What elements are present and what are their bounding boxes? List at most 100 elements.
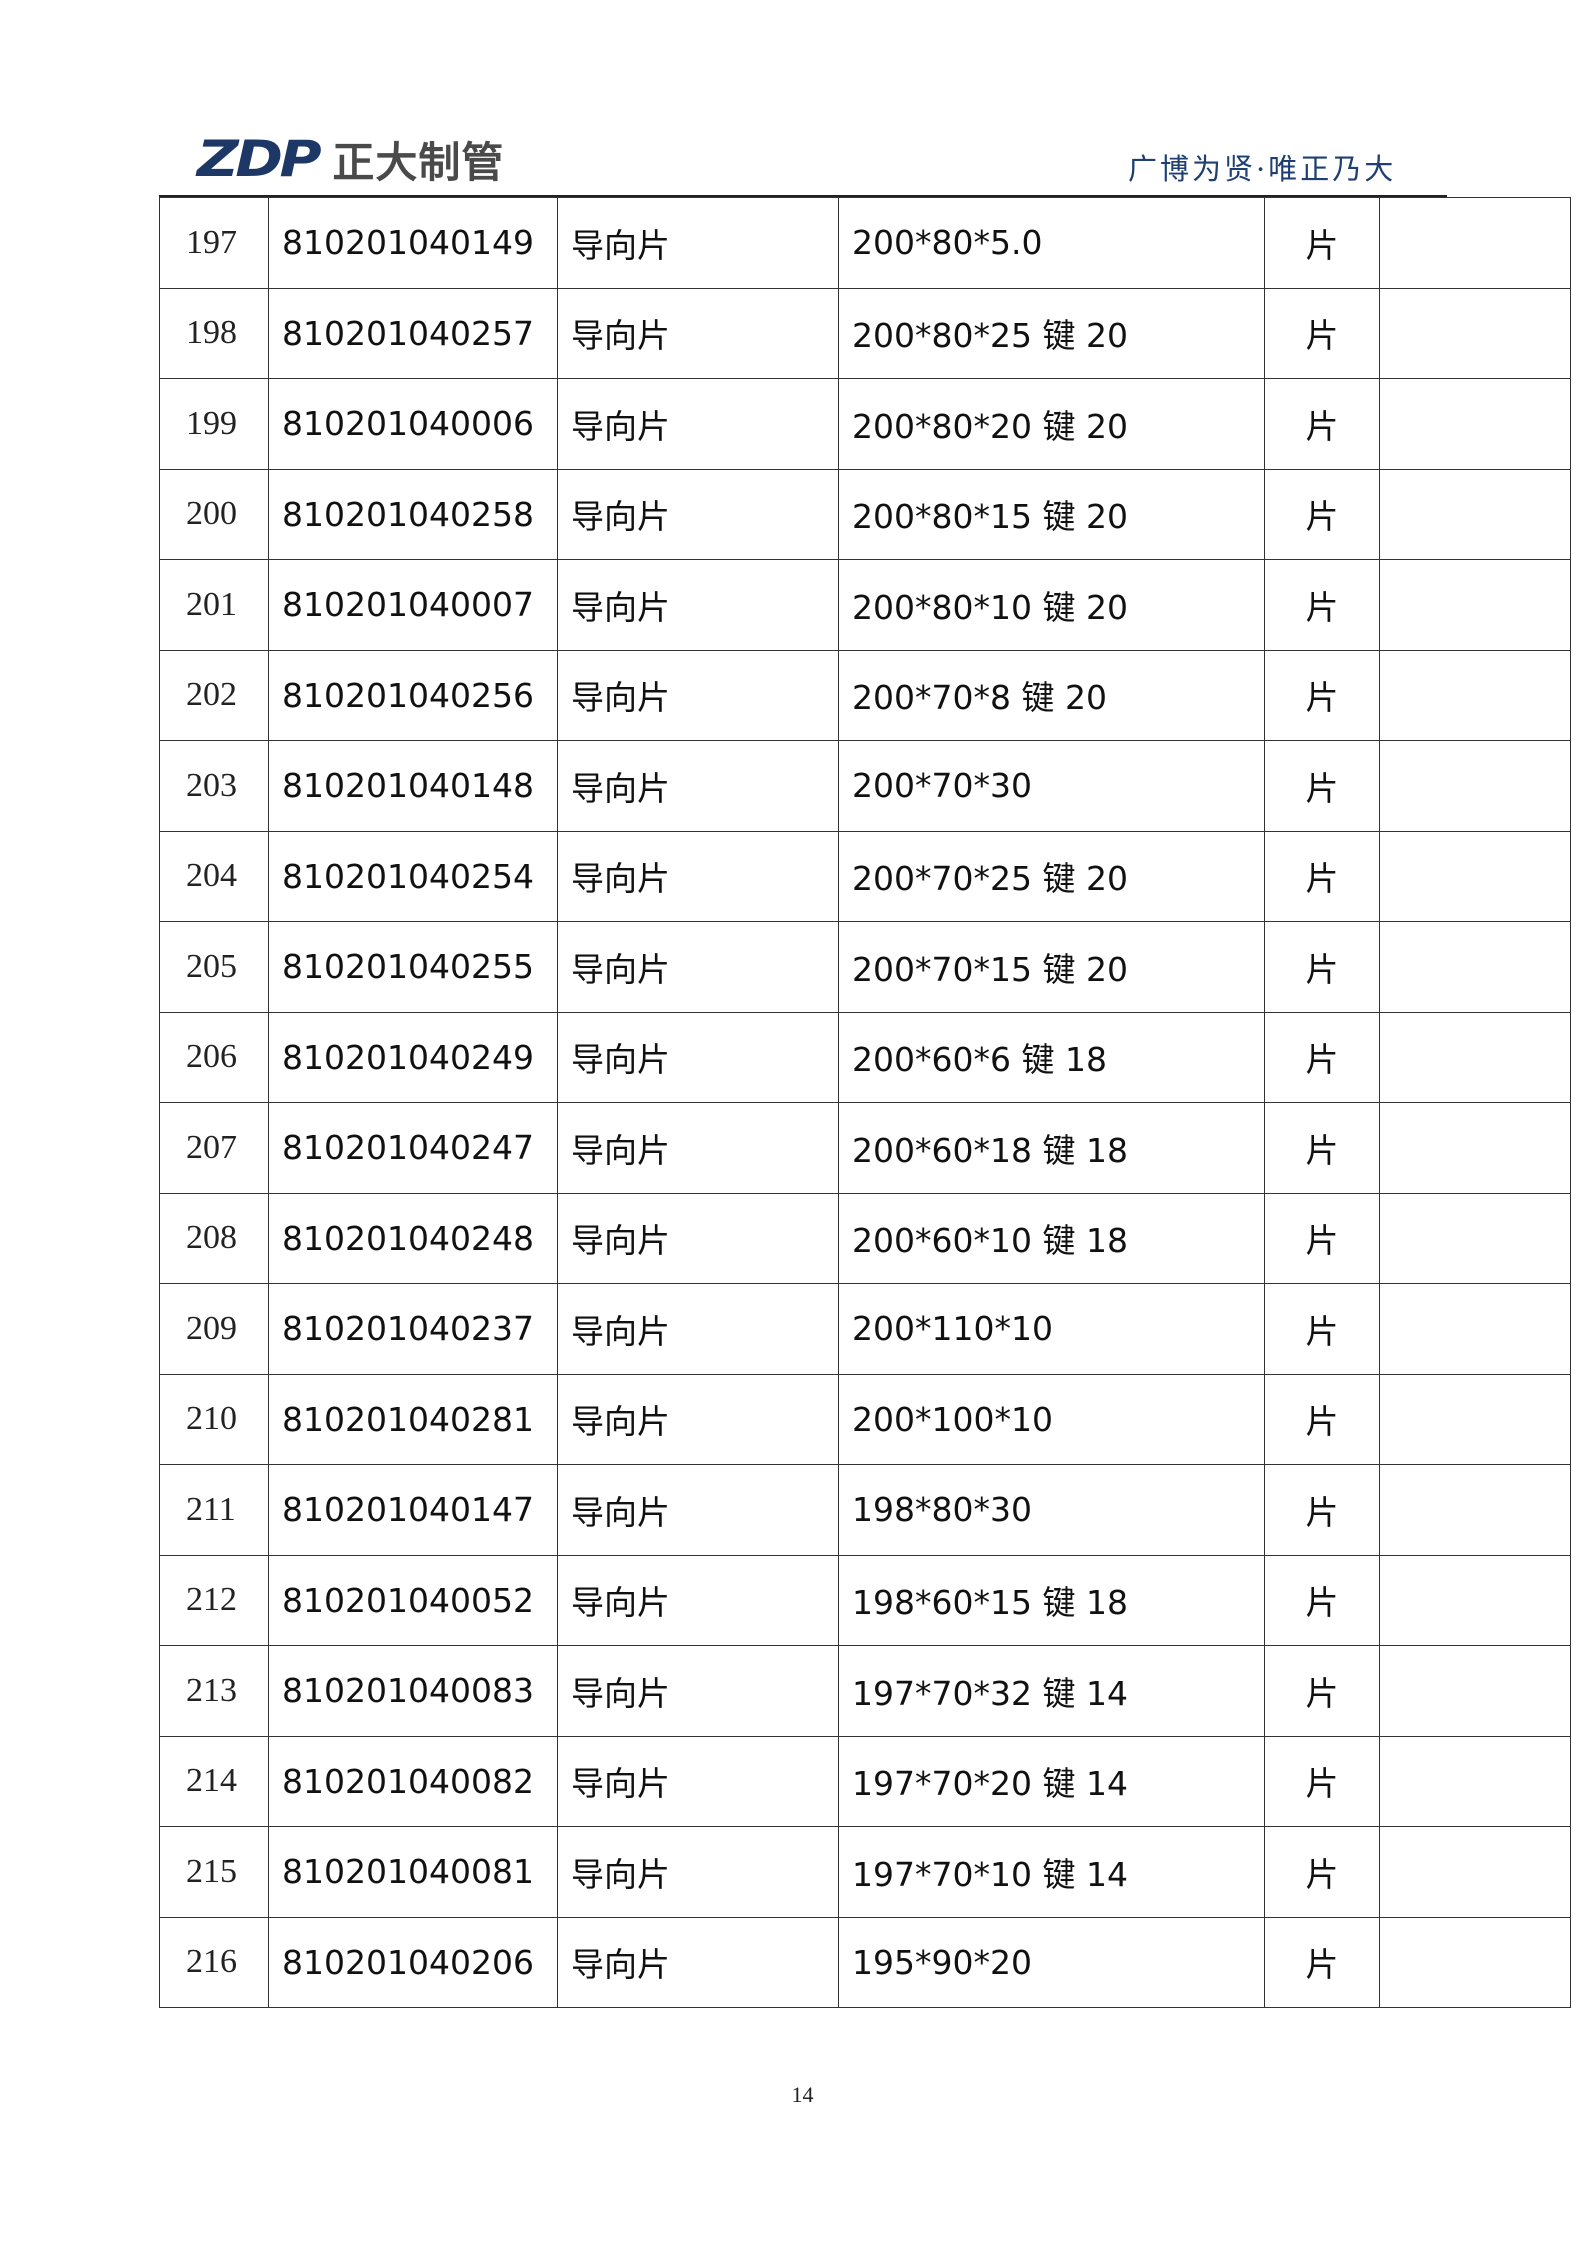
table-row: 210 810201040281 导向片 200*100*10 片 — [159, 1373, 1571, 1465]
remark-cell — [1379, 1735, 1571, 1827]
table-row: 215 810201040081 导向片 197*70*10 键 14 片 — [159, 1826, 1571, 1918]
row-number-cell: 209 — [159, 1283, 269, 1375]
part-name-cell: 导向片 — [557, 740, 839, 832]
row-number-cell: 210 — [159, 1373, 269, 1465]
table-row: 201 810201040007 导向片 200*80*10 键 20 片 — [159, 559, 1571, 651]
remark-cell — [1379, 468, 1571, 560]
part-name-cell: 导向片 — [557, 1373, 839, 1465]
specification-cell: 200*80*15 键 20 — [838, 468, 1265, 560]
remark-cell — [1379, 559, 1571, 651]
part-code-cell: 810201040083 — [268, 1645, 558, 1737]
table-row: 199 810201040006 导向片 200*80*20 键 20 片 — [159, 378, 1571, 470]
part-name-cell: 导向片 — [557, 1826, 839, 1918]
specification-cell: 200*60*18 键 18 — [838, 1102, 1265, 1194]
row-number-cell: 205 — [159, 921, 269, 1013]
unit-cell: 片 — [1264, 1102, 1380, 1194]
part-name-cell: 导向片 — [557, 1735, 839, 1827]
part-code-cell: 810201040006 — [268, 378, 558, 470]
remark-cell — [1379, 1464, 1571, 1556]
unit-cell: 片 — [1264, 921, 1380, 1013]
row-number-cell: 211 — [159, 1464, 269, 1556]
table-row: 208 810201040248 导向片 200*60*10 键 18 片 — [159, 1192, 1571, 1284]
table-row: 200 810201040258 导向片 200*80*15 键 20 片 — [159, 468, 1571, 560]
part-code-cell: 810201040255 — [268, 921, 558, 1013]
part-code-cell: 810201040052 — [268, 1554, 558, 1646]
row-number-cell: 197 — [159, 197, 269, 289]
table-row: 209 810201040237 导向片 200*110*10 片 — [159, 1283, 1571, 1375]
row-number-cell: 198 — [159, 287, 269, 379]
specification-cell: 200*80*5.0 — [838, 197, 1265, 289]
table-row: 204 810201040254 导向片 200*70*25 键 20 片 — [159, 830, 1571, 922]
row-number-cell: 203 — [159, 740, 269, 832]
row-number-cell: 204 — [159, 830, 269, 922]
logo-mark: ZDP — [197, 130, 322, 188]
row-number-cell: 207 — [159, 1102, 269, 1194]
part-code-cell: 810201040007 — [268, 559, 558, 651]
part-code-cell: 810201040148 — [268, 740, 558, 832]
remark-cell — [1379, 1554, 1571, 1646]
part-code-cell: 810201040249 — [268, 1011, 558, 1103]
unit-cell: 片 — [1264, 1735, 1380, 1827]
remark-cell — [1379, 649, 1571, 741]
remark-cell — [1379, 1373, 1571, 1465]
unit-cell: 片 — [1264, 1011, 1380, 1103]
unit-cell: 片 — [1264, 287, 1380, 379]
part-name-cell: 导向片 — [557, 1554, 839, 1646]
part-name-cell: 导向片 — [557, 1011, 839, 1103]
remark-cell — [1379, 1645, 1571, 1737]
specification-cell: 200*110*10 — [838, 1283, 1265, 1375]
part-name-cell: 导向片 — [557, 921, 839, 1013]
part-name-cell: 导向片 — [557, 649, 839, 741]
specification-cell: 200*70*8 键 20 — [838, 649, 1265, 741]
part-name-cell: 导向片 — [557, 830, 839, 922]
remark-cell — [1379, 1011, 1571, 1103]
remark-cell — [1379, 1916, 1571, 2008]
specification-cell: 200*70*25 键 20 — [838, 830, 1265, 922]
specification-cell: 200*80*10 键 20 — [838, 559, 1265, 651]
part-name-cell: 导向片 — [557, 1464, 839, 1556]
remark-cell — [1379, 1102, 1571, 1194]
specification-cell: 200*60*6 键 18 — [838, 1011, 1265, 1103]
unit-cell: 片 — [1264, 649, 1380, 741]
parts-table: 197 810201040149 导向片 200*80*5.0 片 198 81020104… — [159, 197, 1571, 2008]
part-name-cell: 导向片 — [557, 468, 839, 560]
unit-cell: 片 — [1264, 1554, 1380, 1646]
specification-cell: 198*60*15 键 18 — [838, 1554, 1265, 1646]
remark-cell — [1379, 1192, 1571, 1284]
specification-cell: 197*70*32 键 14 — [838, 1645, 1265, 1737]
table-row: 205 810201040255 导向片 200*70*15 键 20 片 — [159, 921, 1571, 1013]
remark-cell — [1379, 740, 1571, 832]
unit-cell: 片 — [1264, 1916, 1380, 2008]
remark-cell — [1379, 287, 1571, 379]
specification-cell: 198*80*30 — [838, 1464, 1265, 1556]
row-number-cell: 200 — [159, 468, 269, 560]
row-number-cell: 199 — [159, 378, 269, 470]
part-code-cell: 810201040258 — [268, 468, 558, 560]
part-name-cell: 导向片 — [557, 1102, 839, 1194]
part-code-cell: 810201040254 — [268, 830, 558, 922]
row-number-cell: 214 — [159, 1735, 269, 1827]
part-name-cell: 导向片 — [557, 197, 839, 289]
unit-cell: 片 — [1264, 1464, 1380, 1556]
header-slogan: 广博为贤·唯正乃大 — [1128, 152, 1397, 186]
remark-cell — [1379, 197, 1571, 289]
part-name-cell: 导向片 — [557, 559, 839, 651]
part-code-cell: 810201040247 — [268, 1102, 558, 1194]
part-code-cell: 810201040206 — [268, 1916, 558, 2008]
unit-cell: 片 — [1264, 1373, 1380, 1465]
row-number-cell: 202 — [159, 649, 269, 741]
part-name-cell: 导向片 — [557, 1283, 839, 1375]
row-number-cell: 212 — [159, 1554, 269, 1646]
part-name-cell: 导向片 — [557, 1192, 839, 1284]
specification-cell: 200*60*10 键 18 — [838, 1192, 1265, 1284]
logo-company-name: 正大制管 — [332, 137, 505, 187]
unit-cell: 片 — [1264, 559, 1380, 651]
remark-cell — [1379, 1826, 1571, 1918]
specification-cell: 195*90*20 — [838, 1916, 1265, 2008]
specification-cell: 200*80*25 键 20 — [838, 287, 1265, 379]
row-number-cell: 201 — [159, 559, 269, 651]
specification-cell: 197*70*20 键 14 — [838, 1735, 1265, 1827]
table-row: 216 810201040206 导向片 195*90*20 片 — [159, 1916, 1571, 2008]
part-code-cell: 810201040256 — [268, 649, 558, 741]
unit-cell: 片 — [1264, 197, 1380, 289]
